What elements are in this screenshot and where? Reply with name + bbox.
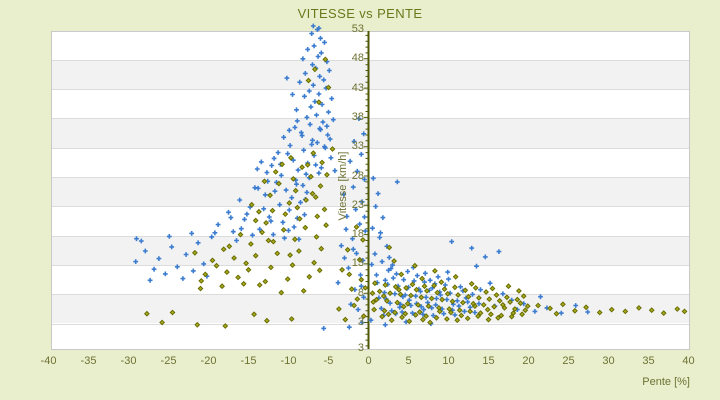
y-tick-label: 23 <box>351 198 364 211</box>
x-tick-label: 40 <box>682 355 695 367</box>
x-tick-label: 25 <box>562 355 575 367</box>
x-tick-label: 20 <box>522 355 535 367</box>
y-tick-label: 33 <box>351 140 364 153</box>
x-tick-label: -10 <box>280 355 297 367</box>
x-tick-label: 30 <box>602 355 615 367</box>
grid-band <box>52 59 689 90</box>
x-tick-label: -25 <box>160 355 177 367</box>
y-tick-label: 18 <box>351 228 364 241</box>
x-tick-label: -15 <box>240 355 257 367</box>
grid-band <box>52 235 689 265</box>
grid-band <box>52 264 689 295</box>
x-tick-label: -20 <box>200 355 217 367</box>
x-tick-label: -40 <box>40 355 57 367</box>
plot-area <box>51 31 690 350</box>
y-tick-label: 48 <box>351 52 364 65</box>
y-tick-label: 38 <box>351 110 364 123</box>
x-tick-label: 0 <box>365 355 372 367</box>
x-tick-label: -35 <box>80 355 97 367</box>
x-axis-title: Pente [%] <box>642 376 690 388</box>
y-tick-label: 8 <box>357 286 364 299</box>
grid-band <box>52 323 689 349</box>
x-tick-label: -30 <box>120 355 137 367</box>
y-tick-label: 43 <box>351 81 364 94</box>
grid-band <box>52 177 689 207</box>
y-tick-label: 13 <box>351 257 364 270</box>
y-tick-label: 28 <box>351 169 364 182</box>
x-tick-label: 15 <box>482 355 495 367</box>
grid-band <box>52 118 689 148</box>
y-tick-label: 53 <box>351 23 364 35</box>
grid-band <box>52 32 689 60</box>
y-tick-label: 3 <box>357 316 364 328</box>
x-tick-label: 10 <box>442 355 455 367</box>
y-tick-label: 3 <box>357 341 364 354</box>
x-tick-label: 35 <box>642 355 655 367</box>
y-axis-title: Vitesse [km/h] <box>337 151 349 221</box>
x-tick-label: -5 <box>323 355 334 367</box>
x-tick-label: 5 <box>405 355 412 367</box>
grid-band <box>52 206 689 236</box>
grid-band <box>52 294 689 324</box>
grid-band <box>52 147 689 177</box>
chart-title: VITESSE vs PENTE <box>297 6 423 21</box>
grid-band <box>52 89 689 119</box>
